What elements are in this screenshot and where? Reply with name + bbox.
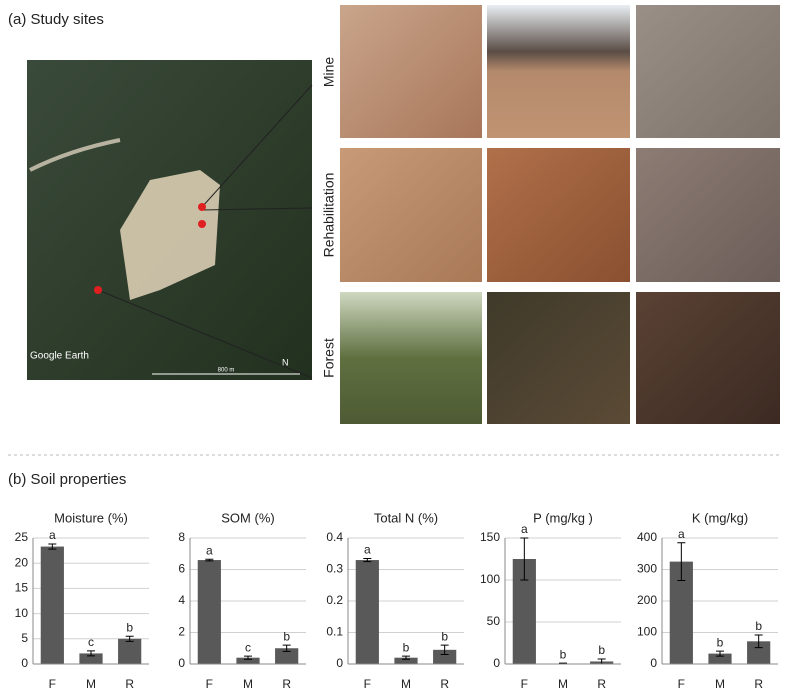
photo [636, 148, 780, 282]
map-label: 800 m [218, 368, 235, 374]
y-tick-label: 0.2 [326, 593, 343, 607]
y-tick-label: 50 [487, 614, 501, 628]
annotation: b [755, 619, 762, 633]
panel-title: (b) Soil properties [8, 471, 126, 488]
x-tick-label: F [206, 677, 213, 691]
y-tick-label: 10 [15, 606, 29, 620]
x-tick-label: F [521, 677, 528, 691]
y-tick-label: 0.4 [326, 530, 343, 544]
annotation: b [717, 635, 724, 649]
y-tick-label: 200 [637, 593, 657, 607]
annotation: a [521, 522, 528, 536]
row-label: Rehabilitation [321, 173, 337, 258]
y-tick-label: 100 [637, 625, 657, 639]
map-label: Google Earth [30, 351, 89, 362]
photo [487, 148, 630, 282]
y-tick-label: 0.1 [326, 625, 343, 639]
row-label: Mine [321, 57, 337, 88]
x-tick-label: R [125, 677, 134, 691]
annotation: a [49, 528, 56, 542]
annotation: b [126, 620, 133, 634]
y-tick-label: 400 [637, 530, 657, 544]
annotation: b [560, 647, 567, 661]
photo [340, 5, 482, 138]
annotation: b [598, 643, 605, 657]
photo [340, 148, 482, 282]
x-tick-label: M [558, 677, 568, 691]
annotation: a [206, 543, 213, 557]
annotation: a [364, 543, 371, 557]
bar [41, 547, 64, 664]
y-tick-label: 150 [480, 530, 500, 544]
y-tick-label: 300 [637, 562, 657, 576]
x-tick-label: F [678, 677, 685, 691]
chart-title: SOM (%) [221, 510, 274, 525]
y-tick-label: 0.3 [326, 562, 343, 576]
chart-title: P (mg/kg ) [533, 510, 593, 525]
x-tick-label: F [49, 677, 56, 691]
panel-title: (a) Study sites [8, 11, 104, 28]
photo [636, 5, 780, 138]
x-tick-label: R [754, 677, 763, 691]
y-tick-label: 100 [480, 572, 500, 586]
chart-title: Total N (%) [374, 510, 438, 525]
annotation: b [283, 629, 290, 643]
y-tick-label: 0 [178, 656, 185, 670]
x-tick-label: R [282, 677, 291, 691]
x-tick-label: R [440, 677, 449, 691]
bar [198, 560, 221, 664]
y-tick-label: 15 [15, 581, 29, 595]
y-tick-label: 25 [15, 530, 29, 544]
annotation: b [403, 640, 410, 654]
x-tick-label: M [86, 677, 96, 691]
photo [487, 292, 630, 424]
site-dot [94, 286, 102, 294]
y-tick-label: 5 [21, 631, 28, 645]
bar [356, 560, 379, 664]
photo [487, 5, 630, 138]
chart-title: Moisture (%) [54, 510, 128, 525]
x-tick-label: M [401, 677, 411, 691]
y-tick-label: 4 [178, 593, 185, 607]
photos [340, 5, 780, 424]
x-tick-label: R [597, 677, 606, 691]
site-dot [198, 220, 206, 228]
site-dot [198, 203, 206, 211]
y-tick-label: 0 [493, 656, 500, 670]
x-tick-label: F [364, 677, 371, 691]
y-tick-label: 8 [178, 530, 185, 544]
annotation: c [245, 640, 251, 654]
photo [636, 292, 780, 424]
bar [118, 639, 141, 664]
map-label: N [282, 357, 289, 367]
row-label: Forest [321, 338, 337, 378]
x-tick-label: M [243, 677, 253, 691]
y-tick-label: 6 [178, 562, 185, 576]
photo [340, 292, 482, 424]
x-tick-label: M [715, 677, 725, 691]
y-tick-label: 0 [336, 656, 343, 670]
annotation: a [678, 527, 685, 541]
y-tick-label: 20 [15, 555, 29, 569]
chart-title: K (mg/kg) [692, 510, 748, 525]
annotation: b [441, 629, 448, 643]
y-tick-label: 0 [650, 656, 657, 670]
y-tick-label: 2 [178, 625, 185, 639]
y-tick-label: 0 [21, 656, 28, 670]
annotation: c [88, 635, 94, 649]
